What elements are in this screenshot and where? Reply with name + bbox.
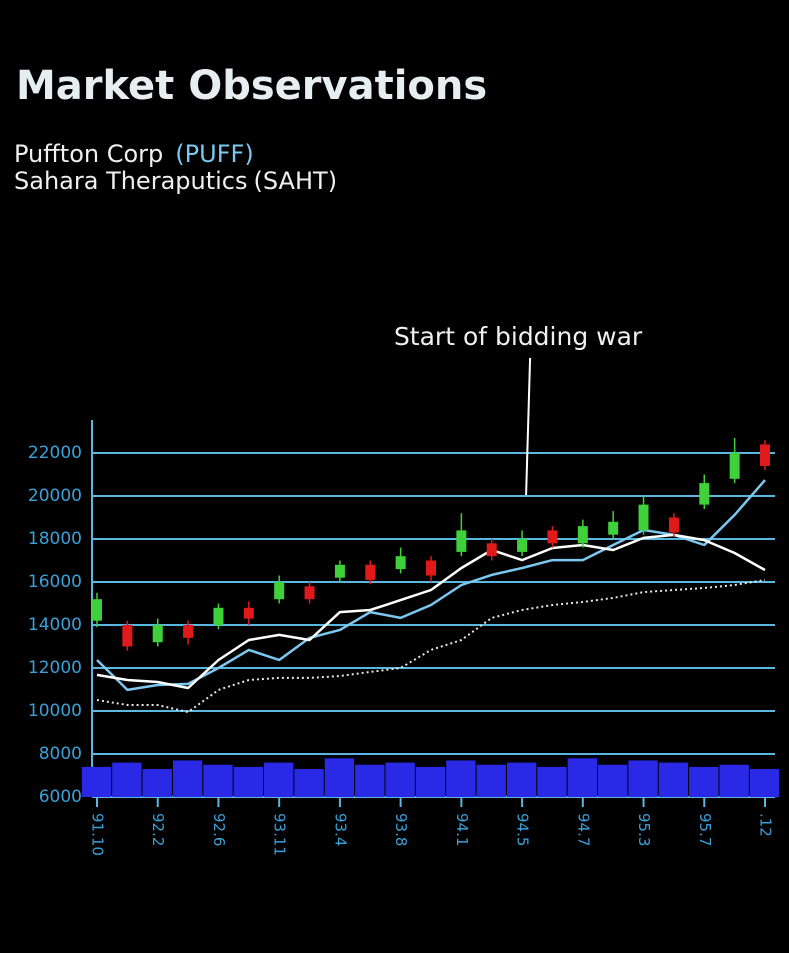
y-tick-label: 16000 <box>28 572 82 592</box>
volume-bar <box>355 764 385 797</box>
candle-body <box>92 599 102 621</box>
candle-body <box>395 556 406 570</box>
candle-body <box>699 483 710 505</box>
y-tick-label: 20000 <box>28 486 82 506</box>
x-tick-label: 94.7 <box>574 813 592 846</box>
candle-body <box>456 530 467 552</box>
x-tick-label: 92.6 <box>210 813 228 846</box>
volume-bar <box>294 769 324 797</box>
annotation-line <box>525 357 532 496</box>
line-series <box>96 479 766 692</box>
candle-body <box>183 625 194 638</box>
candle-body <box>517 539 528 552</box>
x-tick-label: 95.7 <box>696 813 714 846</box>
volume-bar <box>81 766 112 797</box>
line-series <box>96 533 766 690</box>
volume-bar <box>719 764 749 797</box>
volume-bar <box>324 758 355 797</box>
x-tick-label: .12 <box>757 813 775 837</box>
legend-entry: Sahara Theraputics (SAHT) <box>14 167 337 195</box>
annotation: Start of bidding war <box>394 322 643 351</box>
candle-body <box>638 504 649 531</box>
y-tick-label: 12000 <box>28 658 82 678</box>
y-tick-label: 10000 <box>28 701 82 721</box>
volume-bar <box>233 766 263 797</box>
candle-body <box>243 607 254 619</box>
candle-body <box>577 526 588 544</box>
x-tick-label: 94.5 <box>514 813 532 846</box>
y-tick-label: 22000 <box>28 443 82 463</box>
candle-body <box>608 521 619 535</box>
candle-body <box>274 582 285 600</box>
legend-entry: Puffton Corp (PUFF) <box>14 140 254 168</box>
volume-bar <box>112 762 142 797</box>
volume-bar <box>476 764 506 797</box>
legend-ticker: PUFF <box>185 140 245 168</box>
candle-body <box>213 607 224 625</box>
volume-bar <box>446 760 476 797</box>
volume-bar <box>506 762 537 797</box>
y-tick-label: 6000 <box>39 787 82 807</box>
candle-body <box>334 564 345 578</box>
volume-bar <box>598 764 628 797</box>
y-tick-label: 8000 <box>39 744 82 764</box>
candle-body <box>760 444 770 466</box>
x-tick-label: 94.1 <box>453 813 471 846</box>
candle-body <box>486 543 497 557</box>
volume-bar <box>749 769 780 797</box>
volume-bar <box>203 764 233 797</box>
candle-body <box>729 453 740 479</box>
candle-body <box>304 586 315 600</box>
legend-ticker: SAHT <box>263 167 328 195</box>
volume-bar <box>567 758 597 797</box>
x-tick-label: 93.11 <box>271 813 289 856</box>
x-tick-label: 92.2 <box>149 813 167 846</box>
chart-title: Market Observations <box>16 63 487 109</box>
volume-bar <box>689 766 719 797</box>
legend-name: Sahara Theraputics <box>14 167 248 195</box>
y-tick-label: 14000 <box>28 615 82 635</box>
x-tick-label: 93.4 <box>331 813 349 846</box>
candle-body <box>547 530 558 544</box>
y-tick-label: 18000 <box>28 529 82 549</box>
legend-name: Puffton Corp <box>14 140 163 168</box>
volume-bar <box>658 762 689 797</box>
volume-bar <box>172 760 203 797</box>
x-tick-label: 95.3 <box>635 813 653 846</box>
volume-bar <box>142 769 172 797</box>
plot-area: 6000 8000 10000 12000 14000 16000 18000 20000 22… <box>28 322 780 856</box>
candle-body <box>122 625 133 647</box>
x-tick-label: 91.10 <box>89 813 107 856</box>
volume-bar <box>537 766 567 797</box>
candle-body <box>668 517 679 533</box>
x-tick-label: 93.8 <box>392 813 410 846</box>
volume-bar <box>628 760 658 797</box>
candle-body <box>426 560 436 576</box>
candle-body <box>365 564 376 580</box>
volume-bar <box>264 762 294 797</box>
volume-bar <box>385 762 415 797</box>
volume-bar <box>415 766 446 797</box>
candle-body <box>152 625 163 643</box>
